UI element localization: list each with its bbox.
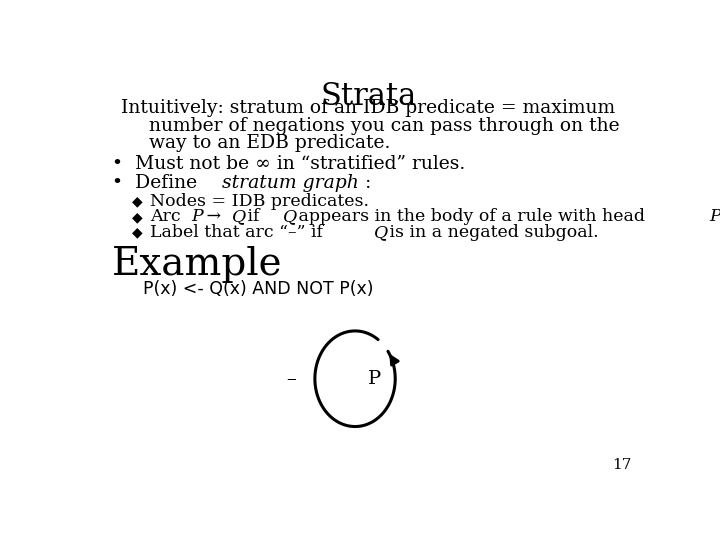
Text: Arc: Arc (150, 208, 186, 226)
Text: –: – (286, 370, 296, 388)
Text: Label that arc “–” if: Label that arc “–” if (150, 224, 329, 241)
Text: P: P (710, 208, 720, 226)
Text: Q: Q (282, 208, 297, 226)
Text: :: : (365, 174, 372, 192)
Text: way to an EDB predicate.: way to an EDB predicate. (148, 134, 390, 152)
Text: ◆: ◆ (132, 210, 143, 224)
Text: Strata: Strata (321, 82, 417, 112)
Text: •  Define: • Define (112, 174, 204, 192)
Text: P: P (368, 370, 381, 388)
Text: •  Must not be ∞ in “stratified” rules.: • Must not be ∞ in “stratified” rules. (112, 155, 466, 173)
Text: P: P (191, 208, 203, 226)
Text: ◆: ◆ (132, 194, 143, 208)
Text: Intuitively: stratum of an IDB predicate = maximum: Intuitively: stratum of an IDB predicate… (121, 99, 615, 118)
Text: Nodes = IDB predicates.: Nodes = IDB predicates. (150, 193, 369, 210)
Text: →: → (201, 208, 227, 226)
Text: appears in the body of a rule with head: appears in the body of a rule with head (292, 208, 650, 226)
Text: is in a negated subgoal.: is in a negated subgoal. (384, 224, 599, 241)
Text: number of negations you can pass through on the: number of negations you can pass through… (148, 117, 619, 135)
Text: Example: Example (112, 246, 283, 283)
Text: 17: 17 (612, 458, 631, 472)
Text: Q: Q (374, 224, 388, 241)
Text: stratum graph: stratum graph (222, 174, 359, 192)
Text: P(x) <- Q(x) AND NOT P(x): P(x) <- Q(x) AND NOT P(x) (143, 280, 374, 298)
Text: if: if (242, 208, 265, 226)
Text: –: – (286, 370, 296, 388)
Text: ◆: ◆ (132, 225, 143, 239)
Text: Q: Q (232, 208, 246, 226)
